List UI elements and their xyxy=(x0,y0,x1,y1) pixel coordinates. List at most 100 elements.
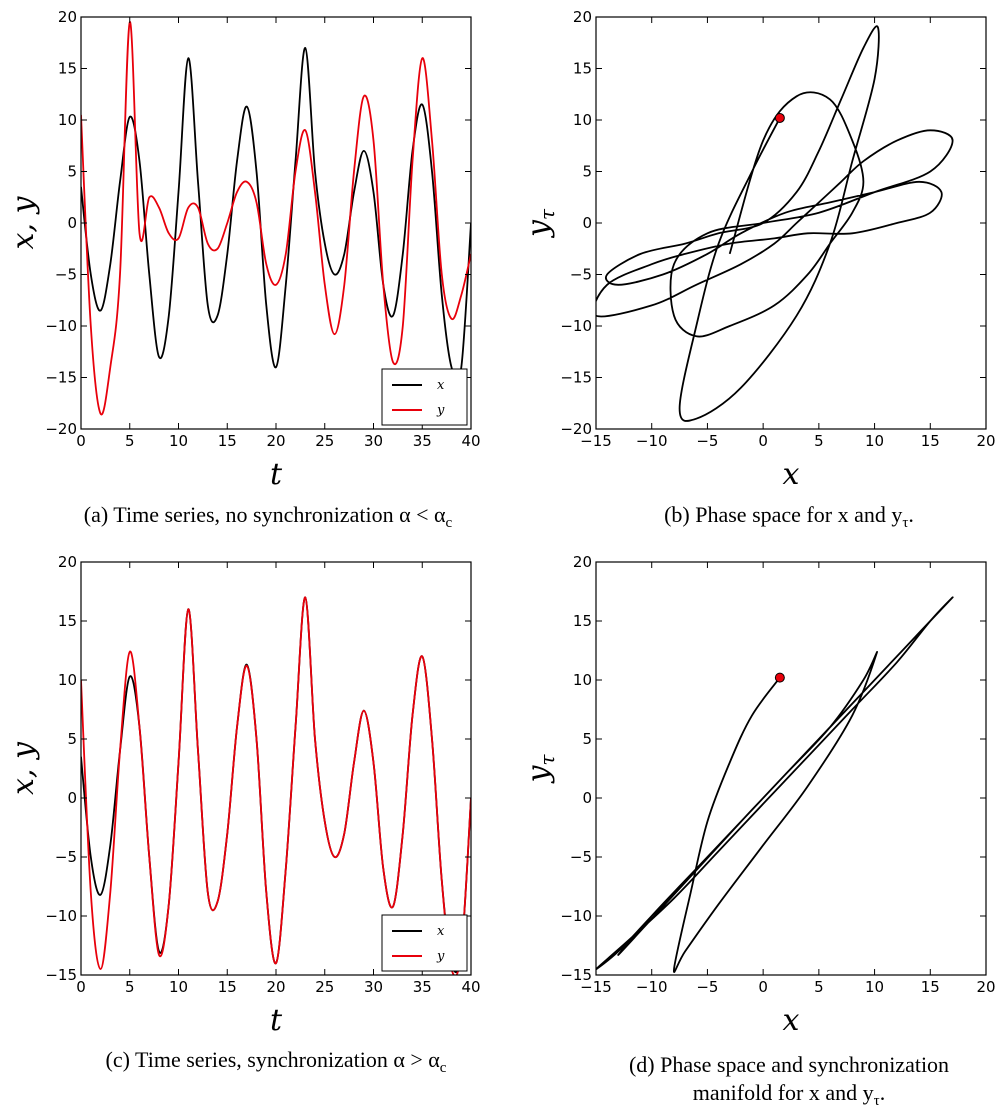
x-tick-label: −10 xyxy=(636,978,668,996)
plot-area xyxy=(81,596,471,975)
y-tick-label: 5 xyxy=(67,730,77,748)
x-tick-label: 25 xyxy=(315,432,334,450)
x-tick-label: 0 xyxy=(758,432,768,450)
legend-label-y: y xyxy=(436,403,445,418)
x-tick-label: 15 xyxy=(921,978,940,996)
x-tick-label: 40 xyxy=(461,432,480,450)
series-line-0 xyxy=(596,25,954,422)
x-axis-label: x xyxy=(783,457,800,492)
x-tick-label: 0 xyxy=(76,432,86,450)
caption: (c) Time series, synchronization α > αc xyxy=(106,1047,447,1076)
y-axis-label: yτ xyxy=(521,754,559,785)
series-line-x xyxy=(81,46,471,382)
y-tick-label: 0 xyxy=(582,214,592,232)
axes-frame xyxy=(595,16,987,430)
legend-label-y: y xyxy=(436,949,445,964)
caption-sub: τ xyxy=(902,515,908,531)
x-tick-label: 35 xyxy=(413,978,432,996)
plot-area xyxy=(596,25,954,422)
y-tick-label: −15 xyxy=(560,369,592,387)
y-tick-label: −5 xyxy=(55,848,77,866)
legend-label-x: x xyxy=(437,924,445,939)
x-tick-label: −10 xyxy=(636,432,668,450)
x-tick-label: 5 xyxy=(125,432,135,450)
y-tick-label: 5 xyxy=(582,730,592,748)
panel-d: −15 −10 −5 0 5 10 15 20 −15 −10 −5 0 5 10 15 20 x yτ (d) P… xyxy=(521,553,996,1109)
x-tick-label: 20 xyxy=(976,432,995,450)
start-point-marker xyxy=(774,672,785,683)
y-tick-label: −10 xyxy=(560,907,592,925)
axes-frame xyxy=(80,561,472,976)
legend: xy xyxy=(381,368,468,426)
x-tick-label: −5 xyxy=(696,978,718,996)
x-tick-label: −15 xyxy=(580,978,612,996)
y-tick-label: −20 xyxy=(45,420,77,438)
start-point-marker xyxy=(774,112,785,123)
caption-sub: c xyxy=(440,1060,447,1076)
x-tick-label: 10 xyxy=(169,978,188,996)
y-tick-label: 15 xyxy=(58,612,77,630)
y-tick-label: 5 xyxy=(67,163,77,181)
y-tick-label: 20 xyxy=(58,8,77,26)
x-axis-label: t xyxy=(270,457,283,492)
y-tick-label: −10 xyxy=(560,317,592,335)
series-line-0 xyxy=(596,596,954,973)
y-tick-label: 10 xyxy=(58,111,77,129)
x-tick-label: −5 xyxy=(696,432,718,450)
y-axis-label: x, y xyxy=(6,195,41,249)
x-tick-label: 20 xyxy=(976,978,995,996)
y-tick-label: 0 xyxy=(67,789,77,807)
x-tick-label: 25 xyxy=(315,978,334,996)
x-tick-label: −15 xyxy=(580,432,612,450)
caption-sub: c xyxy=(446,515,453,531)
y-tick-label: 10 xyxy=(58,671,77,689)
caption-end: . xyxy=(880,1080,886,1105)
legend: xy xyxy=(381,914,468,972)
y-tick-label: −15 xyxy=(45,369,77,387)
panel-b: −15 −10 −5 0 5 10 15 20−20−15−10−505101520xyτ(b… xyxy=(521,8,996,531)
y-tick-label: −15 xyxy=(45,966,77,984)
axes-frame xyxy=(595,561,987,976)
plot-area xyxy=(596,596,954,973)
y-tick-label: −15 xyxy=(560,966,592,984)
x-tick-label: 5 xyxy=(125,978,135,996)
panel-c: 0 5 10 15 20 25 30 35 40 −15 −10 −5 0 5 10 15 20 t x, y xy (… xyxy=(6,553,481,1076)
y-axis-label-sub: τ xyxy=(535,208,559,220)
x-tick-label: 30 xyxy=(364,432,383,450)
x-tick-label: 20 xyxy=(266,432,285,450)
y-tick-label: 5 xyxy=(582,163,592,181)
caption-line-2: manifold for x and yτ. xyxy=(693,1080,885,1109)
y-tick-label: 0 xyxy=(67,214,77,232)
caption: (a) Time series, no synchronization α < … xyxy=(84,502,453,531)
panel-a: 0 5 10 15 20 25 30 35 40 −20 −15 −10 −5 0 5 10 15 20 t x, y… xyxy=(6,8,481,531)
legend-label-x: x xyxy=(437,378,445,393)
x-tick-label: 15 xyxy=(921,432,940,450)
x-tick-label: 15 xyxy=(218,978,237,996)
y-axis-label-sub: τ xyxy=(535,754,559,766)
y-tick-label: 20 xyxy=(58,553,77,571)
x-tick-label: 10 xyxy=(865,432,884,450)
y-tick-label: −10 xyxy=(45,907,77,925)
y-axis-label: x, y xyxy=(6,741,41,795)
caption-sub: τ xyxy=(874,1093,880,1109)
y-tick-label: 10 xyxy=(573,671,592,689)
series-line-y xyxy=(81,21,471,416)
y-tick-label: −5 xyxy=(55,266,77,284)
x-tick-label: 40 xyxy=(461,978,480,996)
y-tick-label: −5 xyxy=(570,848,592,866)
legend-box xyxy=(381,368,468,426)
y-tick-label: −10 xyxy=(45,317,77,335)
y-axis-label: yτ xyxy=(521,208,559,239)
x-tick-label: 35 xyxy=(413,432,432,450)
caption: (b) Phase space for x and yτ. xyxy=(664,502,914,531)
x-axis-label: t xyxy=(270,1003,283,1038)
x-tick-label: 10 xyxy=(865,978,884,996)
x-tick-label: 5 xyxy=(814,978,824,996)
x-tick-label: 10 xyxy=(169,432,188,450)
x-tick-label: 0 xyxy=(76,978,86,996)
caption: (d) Phase space and synchronization xyxy=(629,1052,949,1077)
x-tick-label: 5 xyxy=(814,432,824,450)
x-tick-label: 0 xyxy=(758,978,768,996)
y-tick-label: 10 xyxy=(573,111,592,129)
y-tick-label: 15 xyxy=(573,612,592,630)
